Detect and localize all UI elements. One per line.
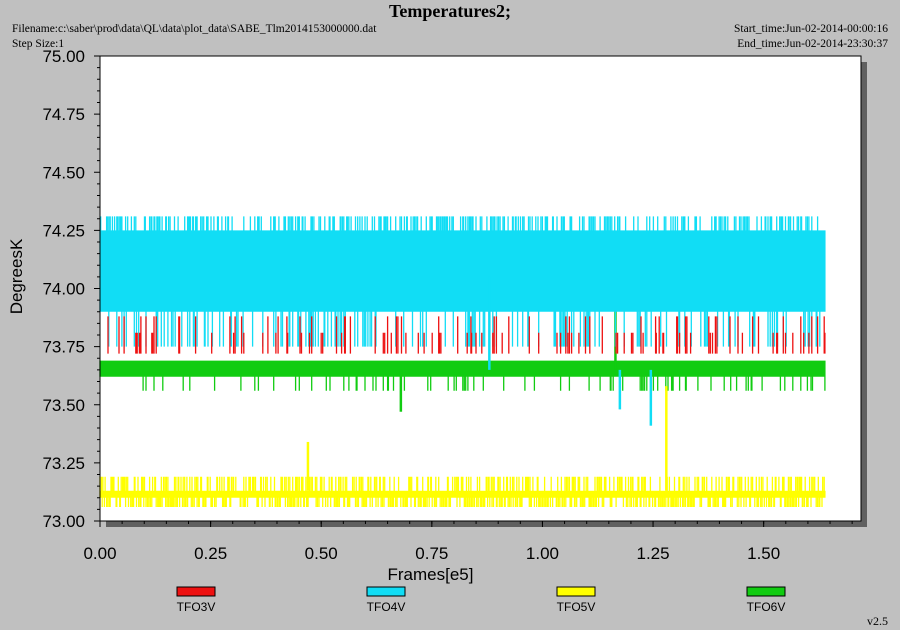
version-label: v2.5 [867, 614, 888, 628]
legend-label-tfo5v: TFO5V [557, 600, 596, 614]
y-tick-label: 73.75 [42, 338, 85, 357]
y-tick-label: 73.25 [42, 454, 85, 473]
legend: TFO3V TFO4V TFO5V TFO6V [176, 586, 786, 614]
y-tick-label: 74.50 [42, 163, 85, 182]
series-tfo3v [107, 316, 826, 354]
y-tick-label: 74.25 [42, 221, 85, 240]
x-tick-label: 0.00 [83, 544, 116, 563]
x-tick-label: 0.50 [305, 544, 338, 563]
y-tick-label: 74.00 [42, 280, 85, 299]
series-tfo3v-trace [107, 316, 826, 354]
x-tick-label: 1.00 [526, 544, 559, 563]
step-size-label: Step Size:1 [12, 38, 65, 50]
series-tfo4v [99, 216, 826, 426]
y-tick-label: 73.50 [42, 396, 85, 415]
legend-label-tfo6v: TFO6V [747, 600, 786, 614]
start-time-label: Start_time:Jun-02-2014-00:00:16 [734, 23, 888, 35]
x-tick-label: 0.75 [415, 544, 448, 563]
legend-label-tfo4v: TFO4V [367, 600, 406, 614]
y-tick-label: 75.00 [42, 47, 85, 66]
chart-title: Temperatures2; [389, 1, 511, 21]
y-axis-label: DegreesK [7, 238, 26, 314]
end-time-label: End_time:Jun-02-2014-23:30:37 [737, 38, 888, 50]
legend-swatch-tfo3v [176, 586, 216, 597]
legend-swatch-tfo4v [366, 586, 406, 597]
x-tick-label: 0.25 [194, 544, 227, 563]
legend-swatch-tfo5v [556, 586, 596, 597]
y-tick-label: 73.00 [42, 512, 85, 531]
filename-label: Filename:c:\saber\prod\data\QL\data\plot… [12, 23, 377, 35]
y-tick-label: 74.75 [42, 105, 85, 124]
axes-layer: 73.00 73.25 73.50 73.75 74.00 74.25 74.50 74.75… [7, 47, 861, 584]
legend-swatch-tfo6v [746, 586, 786, 597]
x-tick-label: 1.50 [747, 544, 780, 563]
x-tick-label: 1.25 [637, 544, 670, 563]
legend-label-tfo3v: TFO3V [177, 600, 216, 614]
x-axis-label: Frames[e5] [388, 565, 474, 584]
